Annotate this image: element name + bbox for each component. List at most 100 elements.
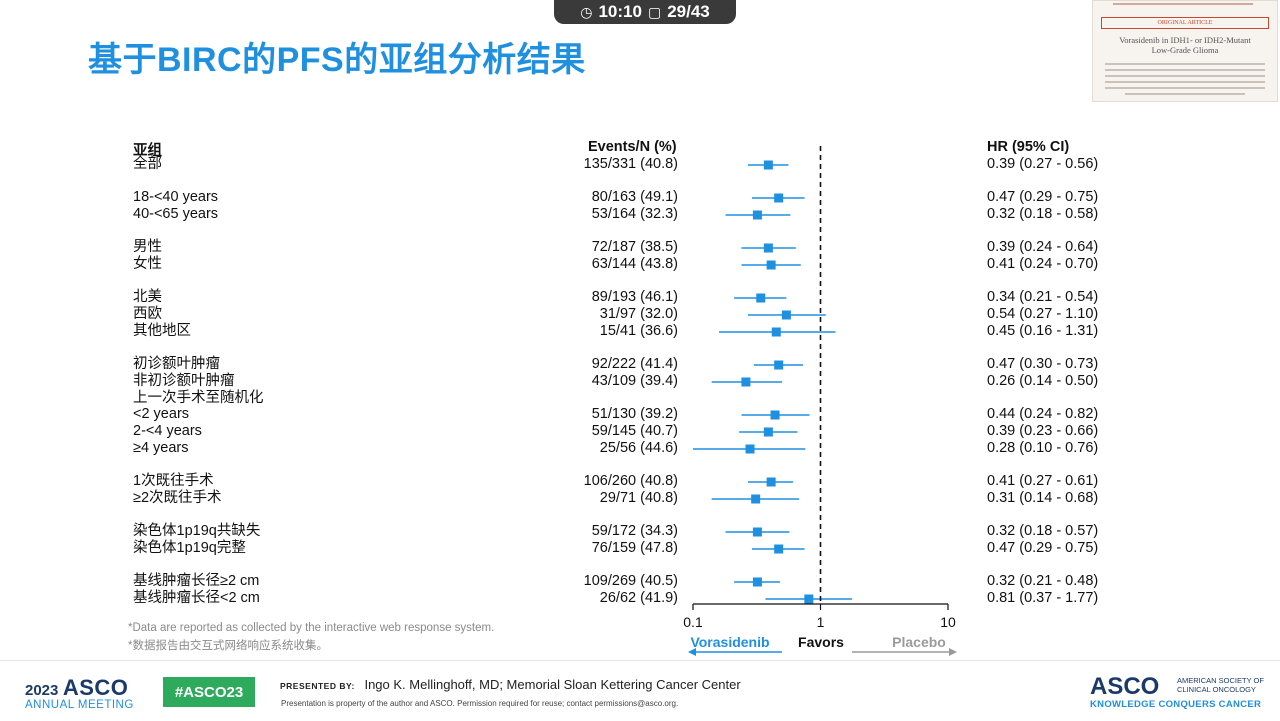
hr-marker [756,293,766,303]
hr-value: 0.32 (0.21 - 0.48) [987,573,1099,589]
x-tick-label: 10 [940,614,956,630]
thumb-author-line [1105,63,1265,65]
hr-marker [770,410,780,420]
events-value: 59/172 (34.3) [591,523,678,539]
subgroup-label: 染色体1p19q完整 [133,540,246,556]
subgroup-label: ≥2次既往手术 [133,490,222,506]
clock-time: 10:10 [598,2,642,21]
subgroup-label: <2 years [133,406,190,422]
thumb-author-line [1105,75,1265,77]
events-value: 72/187 (38.5) [591,239,678,255]
events-value: 51/130 (39.2) [591,406,678,422]
events-value: 135/331 (40.8) [583,156,678,172]
hr-value: 0.39 (0.27 - 0.56) [987,156,1099,172]
events-value: 29/71 (40.8) [599,490,678,506]
society-name: AMERICAN SOCIETY OF CLINICAL ONCOLOGY [1177,676,1264,694]
events-value: 15/41 (36.6) [599,323,678,339]
hr-value: 0.39 (0.23 - 0.66) [987,423,1099,439]
thumb-title-line: Vorasidenib in IDH1- or IDH2-Mutant [1119,35,1251,45]
subgroup-label: 基线肿瘤长径≥2 cm [133,573,260,589]
hr-marker [774,544,784,554]
subgroup-label: 北美 [133,289,162,305]
subgroup-label: 西欧 [133,306,162,322]
thumb-article-tag: ORIGINAL ARTICLE [1101,17,1269,29]
presenter-name: Ingo K. Mellinghoff, MD; Memorial Sloan … [364,677,741,692]
subgroup-label: 18-<40 years [133,189,219,205]
hr-value: 0.41 (0.24 - 0.70) [987,256,1099,272]
hr-marker [752,577,762,587]
presented-by-label: PRESENTED BY: [280,681,355,691]
hr-value: 0.47 (0.29 - 0.75) [987,540,1099,556]
hr-value: 0.34 (0.21 - 0.54) [987,289,1099,305]
hr-value: 0.41 (0.27 - 0.61) [987,473,1099,489]
hr-header: HR (95% CI) [987,139,1070,155]
hr-marker [752,527,762,537]
subgroup-label: 全部 [133,156,162,172]
annual-meeting-label: ANNUAL MEETING [25,699,134,711]
events-value: 76/159 (47.8) [591,540,678,556]
hr-marker [763,160,773,170]
hr-value: 0.32 (0.18 - 0.58) [987,206,1099,222]
subgroup-label: 女性 [133,256,162,272]
hr-value: 0.39 (0.24 - 0.64) [987,239,1099,255]
thumb-author-line [1125,93,1245,95]
presenter-line: PRESENTED BY: Ingo K. Mellinghoff, MD; M… [280,677,741,692]
hr-value: 0.44 (0.24 - 0.82) [987,406,1099,422]
favors-placebo-label: Placebo [892,634,946,650]
asco-society-logo: ASCO AMERICAN SOCIETY OF CLINICAL ONCOLO… [1090,673,1264,710]
thumb-author-line [1105,87,1265,89]
asco-annual-meeting-logo: 2023 ASCO ANNUAL MEETING [25,675,133,711]
hr-value: 0.47 (0.29 - 0.75) [987,189,1099,205]
subgroup-label: ≥4 years [133,440,189,456]
subgroup-label: 其他地区 [133,323,191,339]
hr-value: 0.81 (0.37 - 1.77) [987,590,1099,606]
tagline: KNOWLEDGE CONQUERS CANCER [1090,699,1262,710]
events-value: 92/222 (41.4) [591,356,678,372]
footnote-en: *Data are reported as collected by the i… [128,622,495,634]
footnote-cn: *数据报告由交互式网络响应系统收集。 [128,640,328,652]
events-value: 63/144 (43.8) [591,256,678,272]
hr-marker [774,360,784,370]
subgroup-label: 2-<4 years [133,423,202,439]
slide-icon: ▢ [647,3,662,20]
events-value: 31/97 (32.0) [599,306,678,322]
events-value: 89/193 (46.1) [591,289,678,305]
events-value: 109/269 (40.5) [583,573,678,589]
favors-left-arrowhead [688,648,696,656]
subgroup-label: 基线肿瘤长径<2 cm [133,590,260,606]
events-value: 59/145 (40.7) [591,423,678,439]
presentation-status-bar: ◷ 10:10 ▢ 29/43 [554,0,736,24]
meeting-year: 2023 [25,682,59,699]
events-value: 53/164 (32.3) [591,206,678,222]
hr-marker [751,494,761,504]
hr-marker [766,260,776,270]
hr-marker [745,444,755,454]
favors-vorasidenib-label: Vorasidenib [690,634,769,650]
events-value: 43/109 (39.4) [591,373,678,389]
slide-counter: 29/43 [667,2,710,21]
subgroup-header: 亚组 [133,143,162,159]
hr-value: 0.32 (0.18 - 0.57) [987,523,1099,539]
asco-wordmark: ASCO [62,675,129,700]
events-header: Events/N (%) [588,139,677,155]
events-value: 26/62 (41.9) [599,590,678,606]
hr-marker [771,327,781,337]
hr-value: 0.28 (0.10 - 0.76) [987,440,1099,456]
hr-marker [766,477,776,487]
hr-marker [774,193,784,203]
thumb-title-line: Low-Grade Glioma [1151,45,1219,55]
favors-label: Favors [798,634,844,650]
x-tick-label: 0.1 [683,614,703,630]
hr-marker [763,243,773,253]
property-note: Presentation is property of the author a… [281,699,679,708]
thumb-header-rule [1113,3,1253,5]
hr-value: 0.47 (0.30 - 0.73) [987,356,1099,372]
hr-marker [804,594,814,604]
asco-wordmark: ASCO [1090,673,1160,700]
slide-footer: 2023 ASCO ANNUAL MEETING #ASCO23 PRESENT… [0,660,1280,721]
thumb-title: Vorasidenib in IDH1- or IDH2-Mutant Low-… [1097,35,1273,55]
thumb-author-line [1105,69,1265,71]
hr-value: 0.26 (0.14 - 0.50) [987,373,1099,389]
events-value: 80/163 (49.1) [591,189,678,205]
